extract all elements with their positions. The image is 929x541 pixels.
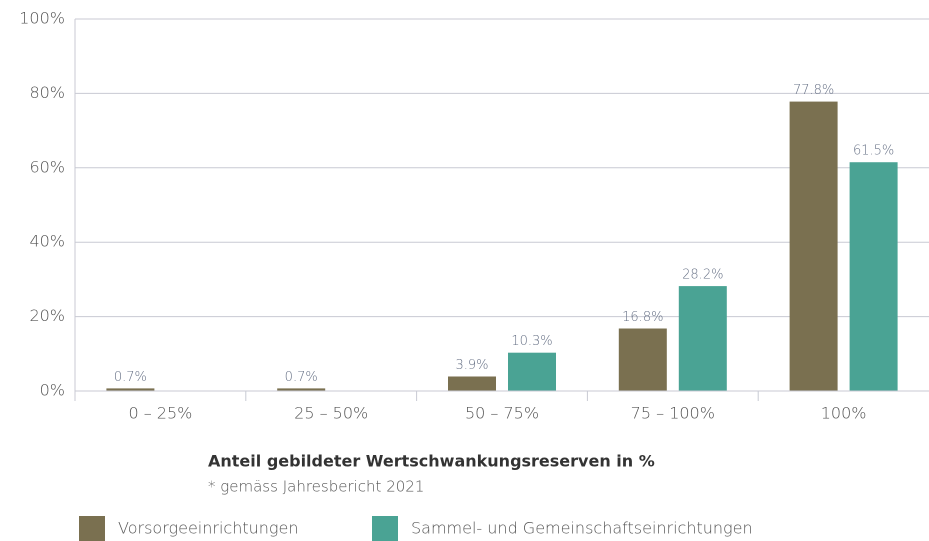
y-tick-label: 20% bbox=[29, 306, 65, 325]
y-tick-label: 60% bbox=[29, 157, 65, 176]
value-label: 61.5% bbox=[853, 144, 894, 159]
bar bbox=[277, 388, 326, 391]
y-tick-label: 100% bbox=[19, 9, 65, 28]
x-tick-label: 50 – 75% bbox=[465, 404, 539, 423]
chart-title: Anteil gebildeter Wertschwankungsreserve… bbox=[208, 452, 655, 471]
bar bbox=[849, 162, 898, 391]
value-label: 16.8% bbox=[622, 310, 663, 325]
value-label: 3.9% bbox=[455, 358, 488, 373]
chart-subtitle: * gemäss Jahresbericht 2021 bbox=[208, 478, 424, 496]
bar bbox=[678, 286, 727, 391]
x-tick-label: 25 – 50% bbox=[294, 404, 368, 423]
value-label: 77.8% bbox=[793, 83, 834, 98]
y-tick-label: 80% bbox=[29, 83, 65, 102]
legend-label: Sammel- und Gemeinschaftseinrichtungen bbox=[411, 519, 753, 538]
value-label: 0.7% bbox=[114, 370, 147, 385]
bar bbox=[448, 376, 496, 391]
y-tick-label: 40% bbox=[29, 232, 65, 251]
bar bbox=[618, 328, 667, 391]
bar bbox=[789, 101, 838, 392]
y-tick-label: 0% bbox=[40, 381, 65, 400]
value-label: 28.2% bbox=[682, 268, 723, 283]
legend-swatch bbox=[372, 516, 398, 541]
x-tick-label: 75 – 100% bbox=[631, 404, 715, 423]
value-label: 10.3% bbox=[511, 334, 552, 349]
bar bbox=[106, 388, 155, 391]
x-tick-label: 0 – 25% bbox=[128, 404, 192, 423]
x-tick-label: 100% bbox=[821, 404, 867, 423]
legend-swatch bbox=[79, 516, 105, 541]
legend-label: Vorsorgeeinrichtungen bbox=[118, 519, 298, 538]
bar bbox=[508, 352, 556, 391]
value-label: 0.7% bbox=[285, 370, 318, 385]
